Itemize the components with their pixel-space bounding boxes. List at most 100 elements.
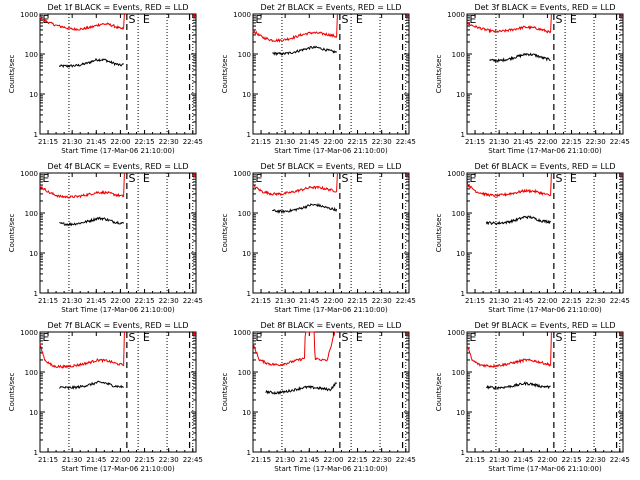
x-tick-label: 21:15 xyxy=(38,456,58,464)
x-tick-label: 21:15 xyxy=(465,138,485,146)
plot-frame xyxy=(39,13,197,135)
y-axis-label: Counts/sec xyxy=(435,214,443,253)
plot-frame xyxy=(252,172,410,294)
detector-panel: Det 8f BLACK = Events, RED = LLD 1 10 100 10… xyxy=(221,321,416,473)
detector-panel: Det 1f BLACK = Events, RED = LLD 1 10 100 10… xyxy=(8,3,203,155)
panel-title: Det 5f BLACK = Events, RED = LLD xyxy=(260,162,401,171)
y-tick-label: 100 xyxy=(452,210,465,218)
x-tick-label: 22:00 xyxy=(323,456,343,464)
marker-label: E xyxy=(570,13,577,26)
x-axis-label: Start Time (17-Mar-06 21:10:00) xyxy=(61,465,175,473)
marker-label: S xyxy=(128,331,135,344)
x-tick-label: 22:45 xyxy=(396,456,416,464)
y-tick-label: 10 xyxy=(456,409,465,417)
x-tick-label: 22:15 xyxy=(561,297,581,305)
x-tick-label: 21:45 xyxy=(513,138,533,146)
marker-label: S xyxy=(341,13,348,26)
x-tick-label: 21:45 xyxy=(86,456,106,464)
x-tick-label: 22:45 xyxy=(610,456,630,464)
y-tick-label: 10 xyxy=(29,91,38,99)
x-axis-label: Start Time (17-Mar-06 21:10:00) xyxy=(274,147,388,155)
x-tick-label: 22:00 xyxy=(323,297,343,305)
x-tick-label: 21:15 xyxy=(38,297,58,305)
lld-series-line xyxy=(466,331,552,368)
x-tick-label: 22:30 xyxy=(159,456,179,464)
marker-label: E xyxy=(143,172,150,185)
x-tick-label: 21:30 xyxy=(62,138,82,146)
x-tick-label: 21:30 xyxy=(62,456,82,464)
marker-label: E xyxy=(469,331,476,344)
x-tick-label: 21:15 xyxy=(465,456,485,464)
x-tick-label: 22:45 xyxy=(610,138,630,146)
events-series-line xyxy=(59,216,125,227)
y-tick-label: 1 xyxy=(34,290,38,298)
x-tick-label: 21:15 xyxy=(38,138,58,146)
events-series-line xyxy=(272,45,338,57)
x-axis-label: Start Time (17-Mar-06 21:10:00) xyxy=(488,306,602,314)
y-tick-label: 10 xyxy=(456,250,465,258)
plot-frame xyxy=(39,172,197,294)
y-tick-label: 1 xyxy=(247,449,251,457)
x-tick-label: 21:30 xyxy=(489,456,509,464)
detector-panel: Det 6f BLACK = Events, RED = LLD 1 10 100 10… xyxy=(435,162,630,314)
y-tick-label: 1000 xyxy=(447,329,465,337)
x-tick-label: 21:45 xyxy=(299,297,319,305)
marker-label: S xyxy=(555,331,562,344)
y-axis-label: Counts/sec xyxy=(8,55,16,94)
x-tick-label: 22:30 xyxy=(372,138,392,146)
y-tick-label: 1 xyxy=(461,449,465,457)
marker-label: E xyxy=(356,172,363,185)
x-tick-label: 22:30 xyxy=(372,297,392,305)
x-tick-label: 22:15 xyxy=(347,297,367,305)
y-axis-label: Counts/sec xyxy=(221,214,229,253)
x-tick-label: 22:00 xyxy=(110,297,130,305)
plot-frame xyxy=(466,172,624,294)
y-tick-label: 100 xyxy=(238,51,251,59)
y-axis-label: Counts/sec xyxy=(8,373,16,412)
marker-label: E xyxy=(42,13,49,26)
x-tick-label: 21:30 xyxy=(275,456,295,464)
x-tick-label: 21:30 xyxy=(275,138,295,146)
panel-title: Det 1f BLACK = Events, RED = LLD xyxy=(47,3,188,12)
events-series-line xyxy=(265,382,338,395)
y-tick-label: 10 xyxy=(29,250,38,258)
events-series-line xyxy=(489,52,551,64)
events-series-line xyxy=(58,57,124,69)
events-series-line xyxy=(486,381,551,391)
y-tick-label: 100 xyxy=(25,51,38,59)
y-tick-label: 1 xyxy=(461,131,465,139)
detector-panel: Det 3f BLACK = Events, RED = LLD 1 10 100 10… xyxy=(435,3,630,155)
y-tick-label: 100 xyxy=(452,369,465,377)
plot-frame xyxy=(252,13,410,135)
y-tick-label: 1 xyxy=(247,290,251,298)
x-tick-label: 22:45 xyxy=(610,297,630,305)
y-tick-label: 10 xyxy=(242,250,251,258)
y-axis-label: Counts/sec xyxy=(435,55,443,94)
marker-label: S xyxy=(555,172,562,185)
events-series-line xyxy=(485,215,551,226)
y-axis-label: Counts/sec xyxy=(435,373,443,412)
detector-panel: Det 4f BLACK = Events, RED = LLD 1 10 100 10… xyxy=(8,162,203,314)
x-axis-label: Start Time (17-Mar-06 21:10:00) xyxy=(274,306,388,314)
marker-label: E xyxy=(143,331,150,344)
x-tick-label: 22:45 xyxy=(396,297,416,305)
x-axis-label: Start Time (17-Mar-06 21:10:00) xyxy=(61,306,175,314)
x-tick-label: 22:00 xyxy=(110,138,130,146)
plot-frame xyxy=(252,331,410,453)
y-tick-label: 10 xyxy=(242,91,251,99)
y-axis-label: Counts/sec xyxy=(8,214,16,253)
x-tick-label: 21:45 xyxy=(299,456,319,464)
marker-label: E xyxy=(255,172,262,185)
x-tick-label: 22:15 xyxy=(347,138,367,146)
x-tick-label: 22:30 xyxy=(159,297,179,305)
y-tick-label: 100 xyxy=(238,369,251,377)
x-tick-label: 22:45 xyxy=(183,456,203,464)
marker-label: S xyxy=(128,13,135,26)
y-tick-label: 100 xyxy=(452,51,465,59)
x-tick-label: 21:15 xyxy=(251,297,271,305)
detector-panel: Det 7f BLACK = Events, RED = LLD 1 10 100 10… xyxy=(8,321,203,473)
panel-title: Det 3f BLACK = Events, RED = LLD xyxy=(474,3,615,12)
x-tick-label: 22:30 xyxy=(159,138,179,146)
y-tick-label: 1000 xyxy=(233,170,251,178)
